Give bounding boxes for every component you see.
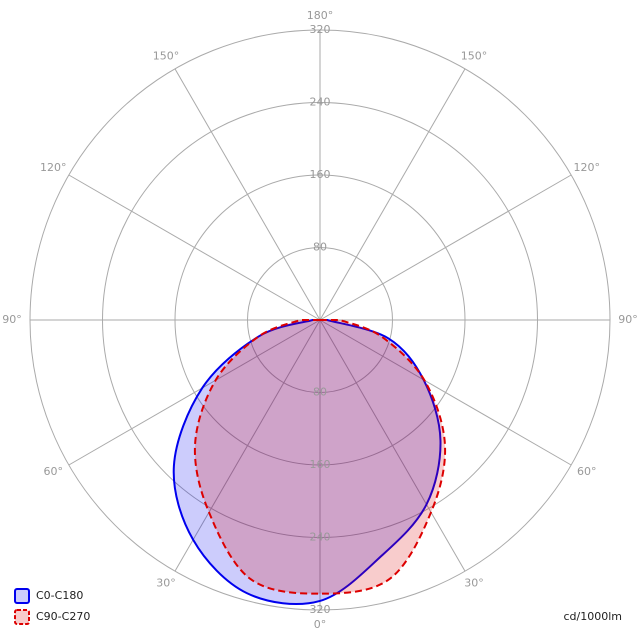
ring-label: 80	[313, 386, 327, 399]
angle-label: 60°	[44, 465, 64, 478]
angle-label: 30°	[156, 576, 176, 589]
angle-label: 0°	[314, 618, 327, 631]
ring-label: 320	[310, 23, 331, 36]
angle-label: 90°	[2, 313, 22, 326]
ring-label: 240	[310, 96, 331, 109]
spoke	[174, 68, 321, 321]
angle-label: 150°	[153, 50, 180, 63]
spoke	[68, 174, 321, 321]
angle-label: 120°	[40, 161, 67, 174]
unit-label: cd/1000lm	[563, 610, 622, 623]
legend-swatch	[14, 588, 30, 604]
legend: C0-C180 C90-C270	[14, 588, 90, 625]
angle-label: 120°	[573, 161, 600, 174]
ring-label: 320	[310, 603, 331, 616]
spoke	[319, 174, 572, 321]
legend-label: C0-C180	[36, 589, 83, 602]
ring-label: 160	[310, 458, 331, 471]
ring-label: 240	[310, 531, 331, 544]
ring-label: 80	[313, 241, 327, 254]
angle-label: 180°	[307, 9, 334, 22]
angle-label: 90°	[618, 313, 638, 326]
ring-label: 160	[310, 168, 331, 181]
spoke	[319, 68, 466, 321]
spoke	[174, 319, 321, 572]
legend-swatch	[14, 609, 30, 625]
legend-label: C90-C270	[36, 610, 90, 623]
intensity-curve	[193, 319, 447, 595]
spoke	[68, 319, 321, 466]
spoke	[319, 319, 572, 466]
angle-label: 30°	[464, 576, 484, 589]
angle-label: 150°	[461, 50, 488, 63]
spoke	[319, 319, 466, 572]
angle-label: 60°	[577, 465, 597, 478]
